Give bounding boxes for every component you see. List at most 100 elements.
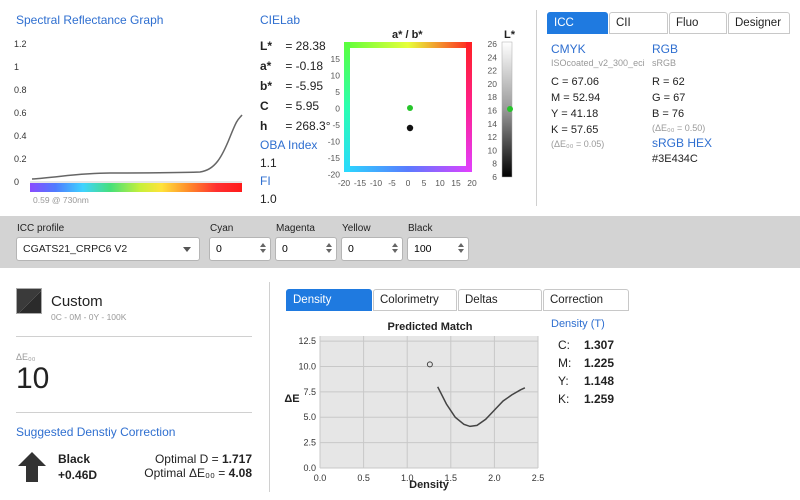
l-bar-title: L* [504,29,515,41]
black-label: Black [408,223,433,234]
ab-x-tick: -20 [338,178,351,188]
spectral-y-ticks: 1.2 1 0.8 0.6 0.4 0.2 0 [14,39,27,187]
oba-label: OBA Index [260,138,318,152]
yellow-input[interactable] [342,238,390,260]
l-tick: 14 [488,119,498,129]
l-tick: 20 [488,79,498,89]
rgb-values: R = 62 G = 67 B = 76 [652,74,685,122]
l-tick: 22 [488,66,498,76]
black-stepper[interactable] [407,237,469,261]
tab-fluo[interactable]: Fluo [669,12,727,34]
rgb-profile: sRGB [652,58,677,68]
x-axis-label: Density [409,479,450,491]
spinner-icon[interactable] [325,241,333,257]
arrow-up-icon [18,452,46,482]
predicted-match-chart: Predicted Match 12.5 10.0 7.5 5.0 2.5 0.0 0.0… [284,321,545,491]
optimal-d: Optimal D = 1.717 [155,452,252,466]
black-input[interactable] [408,238,456,260]
hex-value: #3E434C [652,153,698,165]
ab-x-tick: 15 [451,178,461,188]
ab-y-tick: -5 [332,120,340,130]
ab-x-tick: 20 [467,178,477,188]
spinner-icon[interactable] [457,241,465,257]
fi-label: FI [260,174,271,188]
ab-y-tick: 15 [331,54,341,64]
spectral-readout: 0.59 @ 730nm [33,195,89,205]
ab-x-tick: -5 [388,178,396,188]
delta-label: ΔE₀₀ [16,352,36,362]
cielab-title: CIELab [260,13,301,27]
l-tick: 6 [492,172,497,182]
ab-y-tick: 5 [335,87,340,97]
chart-title: Predicted Match [388,321,473,333]
chevron-down-icon [183,247,191,252]
hex-title: sRGB HEX [652,136,713,150]
correction-title: Suggested Denstiy Correction [16,425,176,439]
optimal-d-value: 1.717 [221,452,252,466]
spinner-icon[interactable] [259,241,267,257]
spectrum-bar [30,183,242,192]
tab-density[interactable]: Density [286,289,372,311]
spectral-y-tick: 1.2 [14,39,27,49]
spectral-y-tick: 1 [14,62,19,72]
lab-row-b: b* = -5.95 [260,79,324,93]
x-tick-label: 1.5 [445,473,458,483]
ab-x-tick: 10 [435,178,445,188]
cmyk-title: CMYK [551,42,586,56]
lab-row-a: a* = -0.18 [260,59,324,73]
spinner-icon[interactable] [391,241,399,257]
l-tick: 12 [488,132,498,142]
cmyk-y: Y = 41.18 [551,108,599,120]
cielab-values: L* = 28.38 a* = -0.18 b* = -5.95 C = 5.9… [260,36,331,136]
spectral-y-tick: 0.6 [14,108,27,118]
cyan-input[interactable] [210,238,258,260]
cyan-stepper[interactable] [209,237,271,261]
optimal-d-label: Optimal D = [154,452,222,466]
x-tick-label: 2.5 [532,473,545,483]
ab-x-tick: -10 [370,178,383,188]
ab-y-tick: -10 [328,137,340,147]
correction-channel: Black [58,452,91,466]
x-tick-label: 0.5 [357,473,370,483]
ab-x-tick: 5 [422,178,427,188]
tab-correction[interactable]: Correction [543,289,629,311]
tab-cii[interactable]: CII [609,12,668,34]
current-density-marker [426,361,433,368]
yellow-stepper[interactable] [341,237,403,261]
ab-sample-point [406,124,414,132]
l-marker [507,106,513,112]
l-ticks: 26 24 22 20 18 16 14 12 10 8 6 [488,39,498,182]
magenta-stepper[interactable] [275,237,337,261]
swatch-icon [16,288,42,314]
bottom-divider [269,282,270,492]
tab-colorimetry[interactable]: Colorimetry [373,289,457,311]
y-axis-label: ΔE [284,393,299,405]
magenta-input[interactable] [276,238,324,260]
rgb-delta: (ΔE₀₀ = 0.50) [652,123,706,133]
delta-value: 10 [16,362,50,395]
y-tick-label: 12.5 [298,336,316,346]
rgb-g: G = 67 [652,92,686,104]
ab-y-ticks: 15 10 5 0 -5 -10 -15 -20 [328,54,340,180]
icc-profile-select[interactable]: CGATS21_CRPC6 V2 [16,237,200,261]
top-divider [536,10,537,206]
cmyk-delta: (ΔE₀₀ = 0.05) [551,139,605,149]
tab-designer[interactable]: Designer [728,12,790,34]
x-tick-label: 2.0 [488,473,501,483]
l-bar: 26 24 22 20 18 16 14 12 10 8 6 [488,39,513,182]
tab-icc[interactable]: ICC [547,12,608,34]
cmyk-values: C = 67.06 M = 52.94 Y = 41.18 K = 57.65 [551,74,600,138]
ab-y-tick: -20 [328,170,340,180]
ab-y-tick: -15 [328,153,340,163]
ab-x-ticks: -20 -15 -10 -5 0 5 10 15 20 [338,178,477,188]
cmyk-m: M = 52.94 [551,92,601,104]
icc-profile-label: ICC profile [17,223,65,234]
tab-deltas[interactable]: Deltas [458,289,542,311]
yellow-label: Yellow [342,223,371,234]
y-tick-label: 7.5 [303,387,316,397]
density-row-k: K: 1.259 [558,392,615,406]
swatch-formula: 0C - 0M - 0Y - 100K [51,312,127,322]
l-tick: 16 [488,106,498,116]
